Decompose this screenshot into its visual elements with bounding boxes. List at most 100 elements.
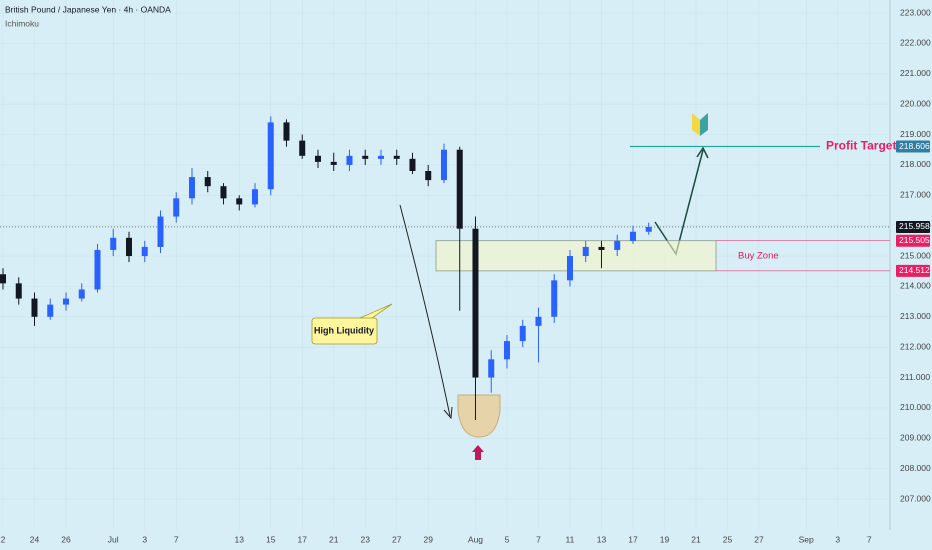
candle-body [566,256,573,281]
x-tick-label: 27 [754,534,764,544]
price-tag [896,220,930,233]
candle-body [15,283,22,299]
candle-body [472,228,479,378]
y-tick-label: 211.000 [900,372,930,382]
candle-body [409,158,416,171]
price-tag [896,234,930,247]
candle-body [110,237,117,250]
y-tick-label: 219.000 [900,129,931,139]
candle-body [204,177,211,187]
x-tick-label: 5 [505,534,510,544]
candle-body [78,289,85,299]
candle-body [629,231,636,241]
candle-body [456,149,463,229]
icon [700,113,708,136]
x-tick-label: 19 [660,534,670,544]
y-tick-label: 213.000 [900,311,931,321]
candle-body [220,186,227,199]
x-tick-label: 24 [30,534,40,544]
x-tick-label: 15 [266,534,276,544]
arrow-head [443,406,453,420]
x-tick-label: 3 [835,534,840,544]
profit-target-label: Profit Target [826,139,896,153]
candle-body [519,325,526,342]
x-tick-label: 23 [360,534,370,544]
x-tick-label: 25 [723,534,733,544]
candle-body [188,177,195,199]
price-tag-label: 214.512 [899,265,930,275]
candle-body [551,280,558,317]
y-tick-label: 210.000 [900,402,931,412]
candle-body [314,155,321,162]
candle-body [94,249,101,290]
speech-bubble [311,303,393,345]
icon [692,113,700,136]
candle-body [582,246,589,257]
price-tag [896,140,930,153]
x-tick-label: Aug [468,534,483,544]
x-tick-label: 7 [867,534,872,544]
candle-body [173,198,180,217]
x-tick-label: 13 [597,534,607,544]
y-tick-label: 221.000 [900,68,931,78]
up-arrow [472,445,484,460]
annotation-text: High Liquidity [314,325,374,335]
x-tick-label: 2 [1,534,6,544]
candle-body [157,216,164,247]
x-tick-label: 27 [392,534,402,544]
curved-arrow [399,204,451,417]
x-tick-label: 26 [61,534,71,544]
x-tick-label: Jul [108,534,119,544]
candle-body [0,274,6,284]
price-tag-label: 215.958 [899,221,930,231]
y-tick-label: 217.000 [900,190,931,200]
x-tick-label: 17 [628,534,638,544]
chart-title: British Pound / Japanese Yen · 4h · OAND… [5,4,171,14]
candle-body [598,246,605,250]
x-tick-label: 17 [297,534,307,544]
candle-body [299,140,306,156]
candle-body [488,359,495,378]
y-tick-label: 214.000 [900,281,931,291]
candle-body [346,155,353,165]
y-tick-label: 212.000 [900,341,931,351]
candle-body [362,155,369,159]
x-tick-label: 13 [234,534,244,544]
y-tick-label: 218.000 [900,159,931,169]
price-tag [896,264,930,277]
candle-body [425,170,432,181]
y-tick-label: 208.000 [900,463,931,473]
candle-body [236,198,243,205]
candle-body [283,122,290,141]
candle-body [440,149,447,181]
x-tick-label: 21 [691,534,701,544]
liquidity-pool [457,394,501,438]
y-tick-label: 222.000 [900,38,931,48]
candle-body [141,246,148,257]
y-tick-label: 223.000 [900,7,931,17]
candle-body [125,237,132,257]
arrow-head [696,146,709,159]
candle-body [377,155,384,159]
x-tick-label: 7 [174,534,179,544]
y-tick-label: 215.000 [900,250,931,260]
candle-body [62,298,69,305]
candle-body [393,155,400,159]
candle-body [31,298,38,317]
x-tick-label: 3 [142,534,147,544]
y-tick-label: 220.000 [900,98,931,108]
candle-body [645,226,652,232]
candle-body [614,240,621,250]
price-tag-label: 215.505 [899,235,930,245]
plot [0,116,890,421]
buy-zone-label: Buy Zone [738,250,779,261]
candle-body [330,161,337,165]
x-tick-label: Sep [799,534,814,544]
candle-body [47,304,54,317]
y-tick-label: 209.000 [900,433,931,443]
x-tick-label: 11 [566,534,575,544]
x-tick-label: 7 [536,534,541,544]
candle-body [267,122,274,190]
x-tick-label: 29 [423,534,433,544]
